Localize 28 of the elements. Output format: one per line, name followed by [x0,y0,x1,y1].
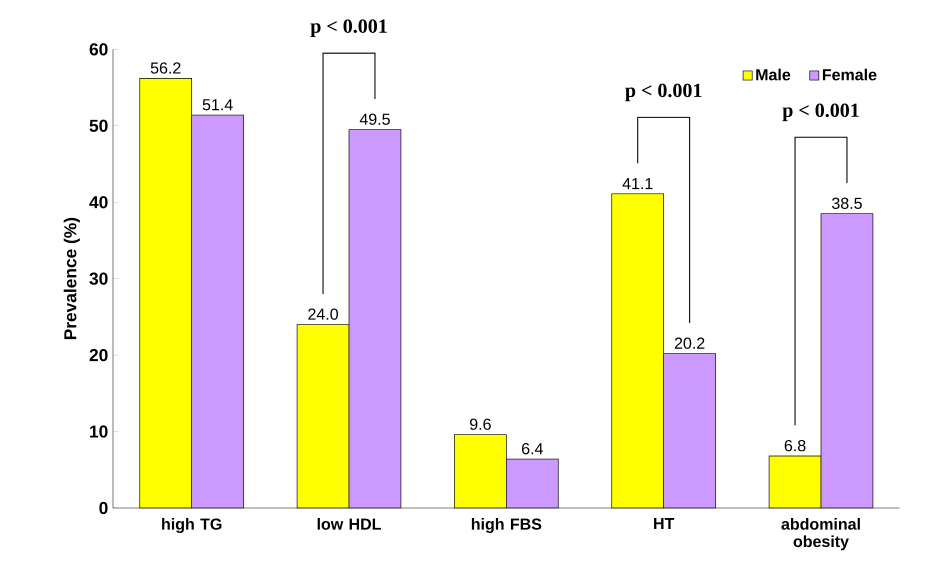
x-tick-label: low HDL [318,518,381,530]
annotation: p < 0.001 [782,104,859,122]
y-tick-label: 30 [89,272,108,285]
data-label: 41.1 [622,178,652,190]
legend-label: Male [756,68,790,80]
y-tick-label: 40 [89,196,108,208]
y-tick-label: 0 [99,502,108,514]
y-tick-label: 20 [90,348,108,362]
x-tick-label: high FBS [472,518,542,534]
data-label: 6.8 [784,440,806,452]
data-label: 51.4 [202,99,233,110]
data-label: 6.4 [522,443,543,454]
x-tick-label: high TG [162,518,222,534]
data-label: 49.5 [360,114,390,125]
data-label: 20.2 [674,338,704,349]
y-axis-title: Prevalence (%) [64,218,80,340]
x-tick-label: abdominal obesity [781,518,860,550]
data-label: 38.5 [832,198,862,209]
annotation: p < 0.001 [625,84,702,102]
text: p < 0.001 [310,19,387,37]
y-tick-label: 10 [90,425,108,438]
data-label: 24.0 [308,308,338,320]
legend-label: Female [822,68,876,80]
y-tick-label: 60 [90,43,108,56]
x-tick-label: HT [654,518,674,530]
data-label: 56.2 [150,62,180,74]
y-tick-label: 50 [90,120,108,132]
data-label: 9.6 [470,418,491,430]
